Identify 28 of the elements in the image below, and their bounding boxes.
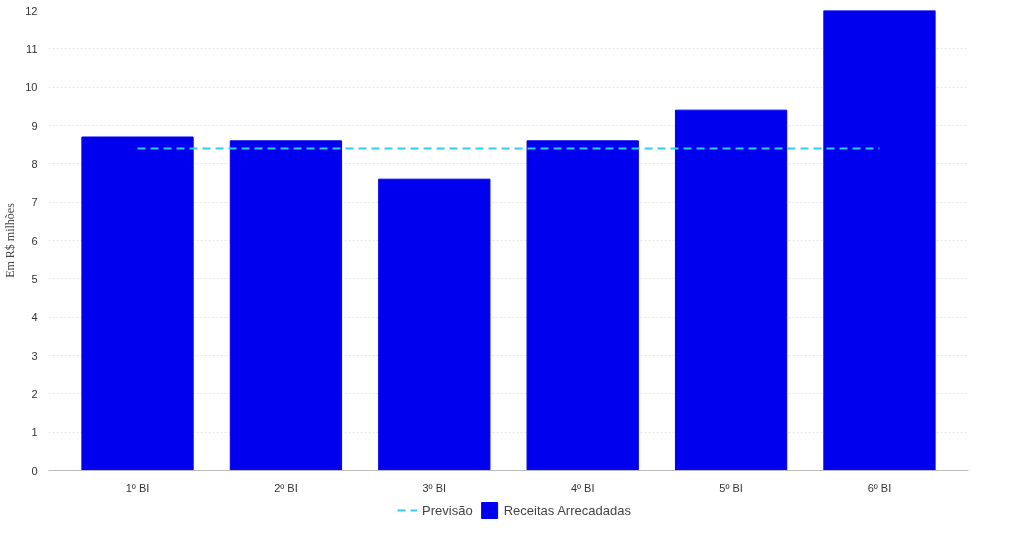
x-tick-label: 2º BI: [274, 481, 298, 494]
y-tick-label: 4: [31, 311, 38, 324]
bar: [823, 10, 936, 471]
y-tick-label: 6: [31, 234, 38, 247]
x-tick-label: 5º BI: [719, 481, 743, 494]
bar: [81, 136, 194, 471]
bar: [378, 178, 491, 471]
legend-label: Previsão: [422, 502, 473, 518]
y-tick-label: 11: [26, 42, 38, 55]
y-tick-label: 5: [31, 272, 38, 285]
x-tick-label: 1º BI: [125, 481, 150, 494]
y-tick-label: 1: [31, 426, 38, 439]
y-tick-label: 9: [31, 119, 38, 132]
x-tick-label: 6º BI: [867, 481, 892, 494]
bar: [674, 109, 788, 471]
y-tick-label: 0: [31, 464, 38, 477]
y-tick-label: 12: [25, 4, 38, 17]
y-axis-title: Em R$ milhões: [3, 202, 18, 278]
legend-label: Receitas Arrecadadas: [503, 502, 631, 518]
x-tick-label: 4º BI: [570, 481, 595, 494]
bar: [229, 140, 343, 471]
y-tick-label: 2: [31, 387, 38, 400]
y-tick-label: 3: [31, 349, 38, 362]
y-tick-label: 8: [31, 157, 38, 170]
x-tick-label: 3º BI: [422, 481, 447, 494]
y-tick-label: 7: [31, 196, 38, 209]
y-tick-label: 10: [25, 81, 38, 94]
bar: [526, 140, 639, 471]
